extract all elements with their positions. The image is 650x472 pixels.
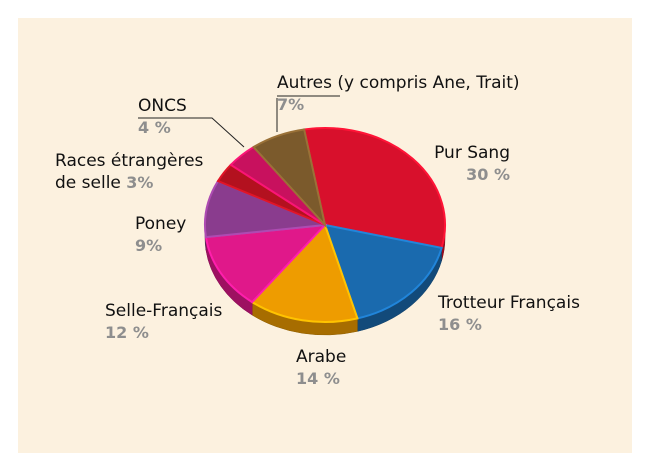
slice <box>252 128 327 229</box>
slice <box>323 223 443 320</box>
slice <box>302 127 446 250</box>
slice-label: Autres (y compris Ane, Trait) 7% <box>277 73 520 114</box>
slice-label: Poney 9% <box>135 214 187 255</box>
slice-label: Races étrangères de selle 3% <box>55 151 204 193</box>
slice-label: ONCS 4 % <box>138 96 187 137</box>
leader-line <box>138 117 245 148</box>
slice-label: Pur Sang 30 % <box>434 143 510 184</box>
slice-label: Trotteur Français 16 % <box>438 293 580 334</box>
slice-label: Selle-Français 12 % <box>105 301 223 342</box>
slice-label: Arabe 14 % <box>296 347 347 388</box>
slice <box>250 223 359 323</box>
slice <box>204 223 328 304</box>
